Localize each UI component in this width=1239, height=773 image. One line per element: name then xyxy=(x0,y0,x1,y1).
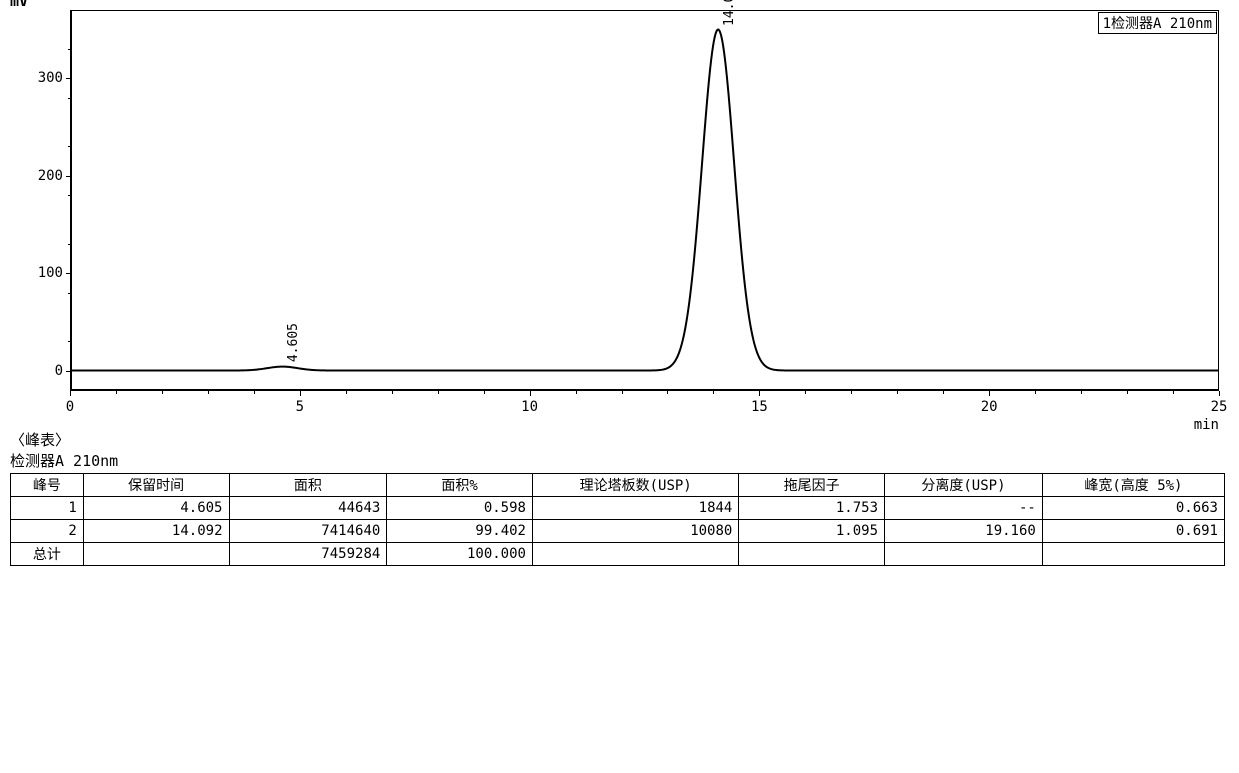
x-tick-mark xyxy=(1219,391,1220,396)
table-cell: 1.753 xyxy=(739,497,885,520)
x-tick-label: 25 xyxy=(1211,399,1228,415)
detector-label: 检测器A 210nm xyxy=(10,450,1229,471)
table-cell: 0.598 xyxy=(387,497,533,520)
table-cell: 4.605 xyxy=(83,497,229,520)
table-cell: 19.160 xyxy=(885,520,1043,543)
x-minor-tick xyxy=(667,391,668,394)
x-minor-tick xyxy=(254,391,255,394)
chromatogram-line xyxy=(71,10,1219,390)
x-minor-tick xyxy=(622,391,623,394)
x-minor-tick xyxy=(943,391,944,394)
x-minor-tick xyxy=(392,391,393,394)
x-tick-mark xyxy=(759,391,760,396)
x-tick-label: 15 xyxy=(751,399,768,415)
table-header-cell: 面积% xyxy=(387,474,533,497)
y-minor-tick xyxy=(68,195,71,196)
x-minor-tick xyxy=(162,391,163,394)
y-tick-label: 0 xyxy=(21,363,63,379)
table-cell: 7459284 xyxy=(229,543,387,566)
y-tick-label: 100 xyxy=(21,265,63,281)
peak-label: 14.092 xyxy=(722,0,737,26)
y-tick-label: 300 xyxy=(21,70,63,86)
peak-table: 峰号保留时间面积面积%理论塔板数(USP)拖尾因子分离度(USP)峰宽(高度 5… xyxy=(10,473,1225,566)
table-cell: 1.095 xyxy=(739,520,885,543)
x-tick-mark xyxy=(530,391,531,396)
table-cell: 14.092 xyxy=(83,520,229,543)
y-axis-unit: mV xyxy=(10,0,28,10)
table-cell: 44643 xyxy=(229,497,387,520)
table-cell xyxy=(532,543,738,566)
x-minor-tick xyxy=(116,391,117,394)
table-cell: 10080 xyxy=(532,520,738,543)
table-cell: 2 xyxy=(11,520,84,543)
table-header-cell: 峰宽(高度 5%) xyxy=(1042,474,1224,497)
x-axis-unit: min xyxy=(1194,417,1219,433)
x-tick-mark xyxy=(300,391,301,396)
x-tick-mark xyxy=(989,391,990,396)
table-header-cell: 理论塔板数(USP) xyxy=(532,474,738,497)
x-tick-mark xyxy=(70,391,71,396)
table-row: 14.605446430.59818441.753--0.663 xyxy=(11,497,1225,520)
table-cell xyxy=(885,543,1043,566)
y-minor-tick xyxy=(68,293,71,294)
table-cell xyxy=(739,543,885,566)
table-cell xyxy=(1042,543,1224,566)
table-cell: 100.000 xyxy=(387,543,533,566)
y-minor-tick xyxy=(68,146,71,147)
table-cell: 99.402 xyxy=(387,520,533,543)
table-cell: 0.663 xyxy=(1042,497,1224,520)
x-minor-tick xyxy=(1081,391,1082,394)
plot-area: 1检测器A 210nm 01002003004.60514.092 xyxy=(70,10,1219,391)
x-minor-tick xyxy=(208,391,209,394)
table-cell xyxy=(83,543,229,566)
table-header-cell: 保留时间 xyxy=(83,474,229,497)
x-minor-tick xyxy=(805,391,806,394)
y-tick-mark xyxy=(66,176,71,177)
x-tick-label: 20 xyxy=(981,399,998,415)
table-cell: 1 xyxy=(11,497,84,520)
table-cell: -- xyxy=(885,497,1043,520)
x-minor-tick xyxy=(897,391,898,394)
x-minor-tick xyxy=(713,391,714,394)
table-header-cell: 拖尾因子 xyxy=(739,474,885,497)
y-minor-tick xyxy=(68,244,71,245)
peak-table-title: 〈峰表〉 xyxy=(10,429,1229,450)
x-minor-tick xyxy=(1173,391,1174,394)
x-minor-tick xyxy=(1127,391,1128,394)
y-tick-mark xyxy=(66,273,71,274)
x-minor-tick xyxy=(576,391,577,394)
y-tick-label: 200 xyxy=(21,168,63,184)
x-minor-tick xyxy=(438,391,439,394)
table-cell: 1844 xyxy=(532,497,738,520)
x-minor-tick xyxy=(346,391,347,394)
table-cell: 7414640 xyxy=(229,520,387,543)
x-tick-label: 5 xyxy=(296,399,304,415)
table-header-cell: 峰号 xyxy=(11,474,84,497)
y-tick-mark xyxy=(66,371,71,372)
table-row: 214.092741464099.402100801.09519.1600.69… xyxy=(11,520,1225,543)
table-header-cell: 分离度(USP) xyxy=(885,474,1043,497)
x-minor-tick xyxy=(851,391,852,394)
y-minor-tick xyxy=(68,341,71,342)
y-tick-mark xyxy=(66,78,71,79)
chromatogram-chart: mV 1检测器A 210nm 01002003004.60514.092 xyxy=(70,10,1219,391)
x-axis: min 0510152025 xyxy=(70,391,1219,421)
x-minor-tick xyxy=(1035,391,1036,394)
y-minor-tick xyxy=(68,49,71,50)
x-tick-label: 0 xyxy=(66,399,74,415)
x-minor-tick xyxy=(484,391,485,394)
x-tick-label: 10 xyxy=(521,399,538,415)
peak-label: 4.605 xyxy=(286,323,301,362)
table-cell: 总计 xyxy=(11,543,84,566)
y-minor-tick xyxy=(68,98,71,99)
table-cell: 0.691 xyxy=(1042,520,1224,543)
table-total-row: 总计 7459284100.000 xyxy=(11,543,1225,566)
table-header-row: 峰号保留时间面积面积%理论塔板数(USP)拖尾因子分离度(USP)峰宽(高度 5… xyxy=(11,474,1225,497)
table-header-cell: 面积 xyxy=(229,474,387,497)
